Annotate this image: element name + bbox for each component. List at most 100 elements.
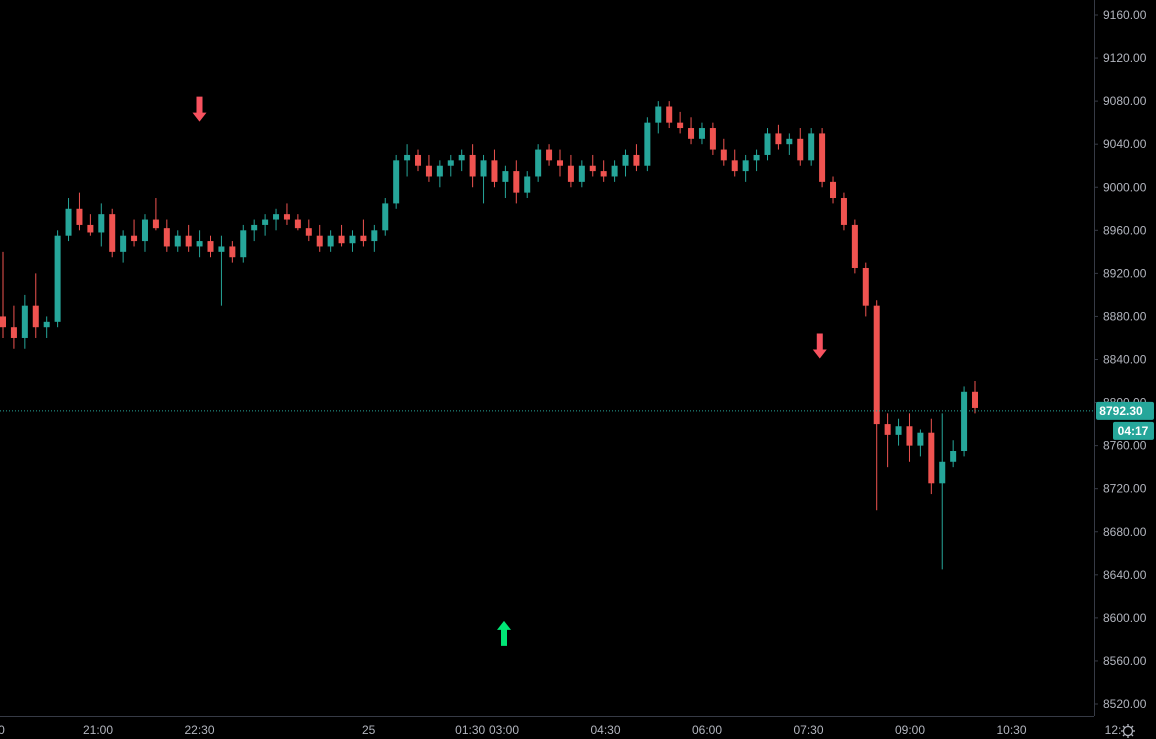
candle <box>622 149 629 177</box>
candle <box>851 219 858 274</box>
candle-body <box>43 321 50 328</box>
settings-gear-icon[interactable] <box>1121 724 1135 738</box>
candle-body <box>10 327 17 338</box>
candle <box>76 192 83 231</box>
candle-body <box>218 246 225 252</box>
x-tick-label: 07:30 <box>793 723 823 737</box>
candle <box>10 305 17 349</box>
candle-body <box>305 228 312 236</box>
candle <box>764 128 771 161</box>
candle-body <box>753 154 760 161</box>
candle <box>415 149 422 172</box>
candle <box>895 418 902 446</box>
candle-body <box>393 160 400 204</box>
candle-body <box>54 235 61 322</box>
candle <box>316 224 323 252</box>
candle <box>862 262 869 317</box>
candle-body <box>819 133 826 182</box>
candle <box>404 144 411 177</box>
candle <box>152 198 159 231</box>
candle <box>32 273 39 338</box>
candle-body <box>589 165 596 172</box>
candle-body <box>447 160 454 166</box>
candle <box>382 198 389 236</box>
candle <box>273 208 280 231</box>
candle <box>251 219 258 242</box>
candle <box>939 413 946 570</box>
candle <box>371 224 378 252</box>
candle-body <box>742 160 749 172</box>
candle-body <box>698 128 705 139</box>
candle-body <box>884 424 891 435</box>
candle-body <box>98 214 105 233</box>
time-axis[interactable]: :30 21:00 22:30 25 01:30 03:00 04:30 06:00 07:30… <box>0 723 1121 737</box>
y-tick-label: 8560.00 <box>1103 654 1147 668</box>
candle-body <box>65 208 72 236</box>
candle-body <box>556 160 563 166</box>
candle-body <box>163 228 170 247</box>
candle <box>688 117 695 145</box>
current-price-tag: 8792.30 04:17 <box>1096 401 1154 440</box>
candle-body <box>469 154 476 177</box>
candle <box>775 124 782 150</box>
candle-body <box>120 235 127 252</box>
candle <box>21 294 28 349</box>
y-tick-label: 8840.00 <box>1103 353 1147 367</box>
candle <box>917 429 924 457</box>
candle-body <box>567 165 574 182</box>
candle-body <box>196 241 203 247</box>
candle <box>928 418 935 495</box>
countdown-label: 04:17 <box>1118 424 1149 438</box>
x-tick-label: 06:00 <box>692 723 722 737</box>
arrow-down-icon <box>812 333 827 359</box>
candle <box>906 413 913 462</box>
arrow-down-icon <box>192 96 207 122</box>
candle <box>0 251 7 338</box>
candle <box>262 214 269 236</box>
candle <box>327 230 334 252</box>
candle <box>644 117 651 172</box>
candle-body <box>185 235 192 247</box>
candle <box>480 154 487 204</box>
candle-body <box>873 305 880 425</box>
y-tick-label: 8760.00 <box>1103 439 1147 453</box>
candle-body <box>830 181 837 199</box>
candle-body <box>76 208 83 225</box>
candle-body <box>415 154 422 166</box>
candle <box>131 219 138 247</box>
price-axis[interactable]: 9160.00 9120.00 9080.00 9040.00 9000.00 8960.… <box>1094 8 1147 711</box>
candle-body <box>382 203 389 231</box>
candle-body <box>709 128 716 150</box>
candle <box>458 149 465 172</box>
candles-layer <box>0 101 979 570</box>
candle-body <box>404 154 411 161</box>
candle <box>447 154 454 177</box>
candle <box>436 160 443 188</box>
candle <box>698 122 705 145</box>
candle <box>502 165 509 199</box>
candle-body <box>327 235 334 247</box>
candle-body <box>371 230 378 242</box>
candle-body <box>611 165 618 177</box>
candle <box>425 154 432 182</box>
candle-body <box>895 426 902 435</box>
markers-layer <box>192 96 827 646</box>
candle <box>338 224 345 247</box>
candle-body <box>458 154 465 161</box>
candle <box>513 160 520 204</box>
candle-body <box>240 230 247 258</box>
candle <box>229 241 236 263</box>
candle <box>655 101 662 134</box>
candle-body <box>262 219 269 225</box>
candle <box>709 122 716 155</box>
candle-body <box>720 149 727 161</box>
y-tick-label: 9040.00 <box>1103 137 1147 151</box>
candle-body <box>294 219 301 229</box>
candle-body <box>152 219 159 229</box>
candle <box>360 219 367 247</box>
candle-body <box>141 219 148 242</box>
candle-body <box>971 391 979 408</box>
candle-body <box>0 316 7 328</box>
candle-body <box>775 133 782 145</box>
